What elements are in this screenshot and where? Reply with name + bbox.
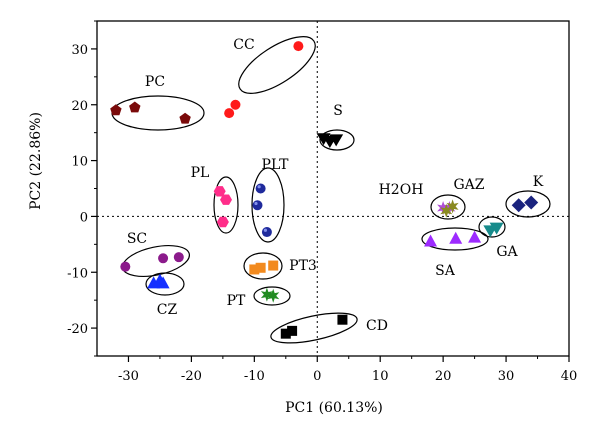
- plt-data-point-body: [261, 227, 272, 238]
- pt3-cluster-ellipse: [243, 252, 283, 280]
- y-tick-label: -20: [67, 322, 88, 337]
- plt-data-point-body: [255, 183, 266, 194]
- y-tick-label: 10: [71, 155, 88, 170]
- pt-data-point: [267, 288, 280, 303]
- x-tick-label: -30: [118, 369, 139, 384]
- x-tick-label: 20: [435, 369, 452, 384]
- sc-data-point: [120, 261, 131, 272]
- pt-data-point: [260, 287, 273, 302]
- pt3-label: PT3: [289, 258, 317, 274]
- k-data-point: [524, 195, 539, 210]
- cc-data-point: [230, 99, 241, 110]
- sa-data-point: [449, 231, 463, 244]
- pl-data-point: [220, 194, 232, 205]
- k-cluster-ellipse: [505, 190, 551, 218]
- x-tick-label: 10: [372, 369, 389, 384]
- plt-data-point-highlight: [254, 201, 258, 206]
- pl-cluster-ellipse: [213, 176, 239, 234]
- sa-data-point: [468, 230, 482, 243]
- x-tick-label: 30: [498, 369, 515, 384]
- y-tick-label: 0: [80, 210, 88, 225]
- plt-cluster-ellipse: [251, 167, 285, 243]
- s-data-point: [329, 134, 344, 147]
- ga-data-point: [489, 222, 504, 235]
- x-tick-label: -10: [244, 369, 265, 384]
- pt-cluster-ellipse: [253, 286, 291, 306]
- ga-cluster-ellipse: [478, 216, 506, 238]
- pl-data-point: [216, 216, 229, 228]
- pl-data-point: [213, 186, 226, 197]
- x-tick-label: -20: [181, 369, 202, 384]
- k-data-point: [511, 198, 526, 213]
- pt3-data-point: [249, 264, 260, 275]
- sa-label: SA: [435, 263, 456, 279]
- pc-data-point: [179, 112, 191, 124]
- sc-data-point: [173, 252, 184, 263]
- k-label: K: [533, 174, 544, 190]
- y-tick-label: -10: [67, 266, 88, 281]
- cd-data-point: [337, 314, 348, 325]
- x-tick-label: 40: [561, 369, 578, 384]
- cz-label: CZ: [157, 302, 178, 318]
- cc-data-point: [224, 108, 235, 119]
- x-axis-title: PC1 (60.13%): [285, 400, 383, 416]
- cc-label: CC: [233, 37, 254, 53]
- pl-label: PL: [191, 165, 210, 181]
- axes: -30 -20 -10 0 10 20 30 40 -20 -10 0 10 20 30: [67, 20, 578, 384]
- gaz-data-point: [440, 203, 453, 218]
- sa-cluster-ellipse: [421, 227, 489, 251]
- sc-data-point: [158, 253, 169, 264]
- data-points: [110, 41, 539, 339]
- y-tick-label: 20: [71, 99, 88, 114]
- plt-data-point-body: [252, 200, 263, 211]
- gaz-label: GAZ: [453, 177, 484, 193]
- gaz-data-point: [446, 199, 459, 214]
- cz-data-point: [156, 276, 170, 289]
- y-tick-label: 30: [71, 43, 88, 58]
- pc-data-point: [110, 104, 122, 116]
- cc-cluster-ellipse: [238, 36, 316, 94]
- group-labels: CC PC S PL PLT H2OH GAZ K GA SA SC PT3 CZ PT CD: [127, 37, 544, 334]
- h2oh-label: H2OH: [379, 182, 424, 198]
- plt-data-point: [252, 200, 263, 211]
- s-cluster-ellipse: [319, 129, 355, 151]
- ga-label: GA: [496, 244, 518, 260]
- s-label: S: [333, 103, 343, 119]
- x-tick-label: 0: [313, 369, 321, 384]
- sa-data-point: [424, 234, 438, 247]
- y-axis-title: PC2 (22.86%): [28, 112, 44, 210]
- plt-data-point: [255, 183, 266, 194]
- cd-label: CD: [366, 318, 388, 334]
- plt-data-point: [261, 227, 272, 238]
- cd-data-point: [280, 328, 291, 339]
- cz-cluster-ellipse: [145, 272, 185, 296]
- sc-label: SC: [127, 231, 147, 247]
- plt-data-point-highlight: [257, 185, 261, 189]
- plt-label: PLT: [262, 157, 290, 173]
- plt-data-point-highlight: [263, 228, 268, 232]
- pt-label: PT: [227, 293, 246, 309]
- pc-label: PC: [145, 74, 165, 90]
- pt3-data-point: [268, 260, 279, 271]
- cd-cluster-ellipse: [270, 312, 358, 344]
- pc-cluster-ellipse: [111, 95, 205, 131]
- cc-data-point: [293, 41, 304, 52]
- cd-data-point: [287, 325, 298, 336]
- pt3-data-point: [255, 262, 266, 273]
- reference-lines: [97, 21, 569, 356]
- pc-data-point: [129, 101, 141, 113]
- h2oh-cluster-ellipse: [430, 194, 466, 220]
